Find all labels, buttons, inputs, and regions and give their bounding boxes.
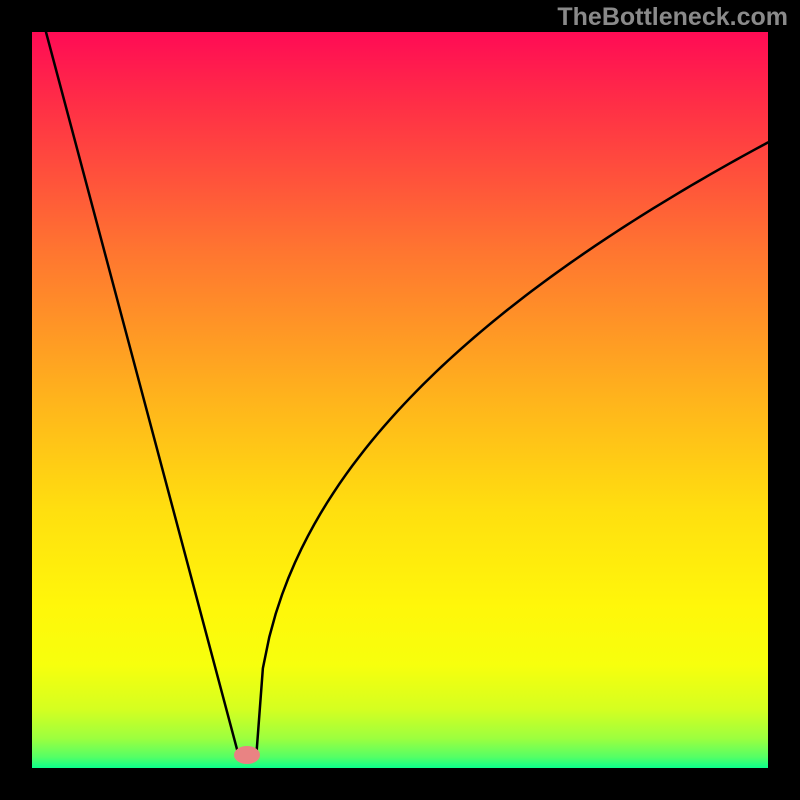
bottleneck-curve-svg: [32, 32, 768, 768]
watermark-text: TheBottleneck.com: [557, 3, 788, 32]
plot-area: [32, 32, 768, 768]
sweet-spot-marker: [234, 746, 260, 764]
bottleneck-curve-path: [46, 32, 768, 753]
